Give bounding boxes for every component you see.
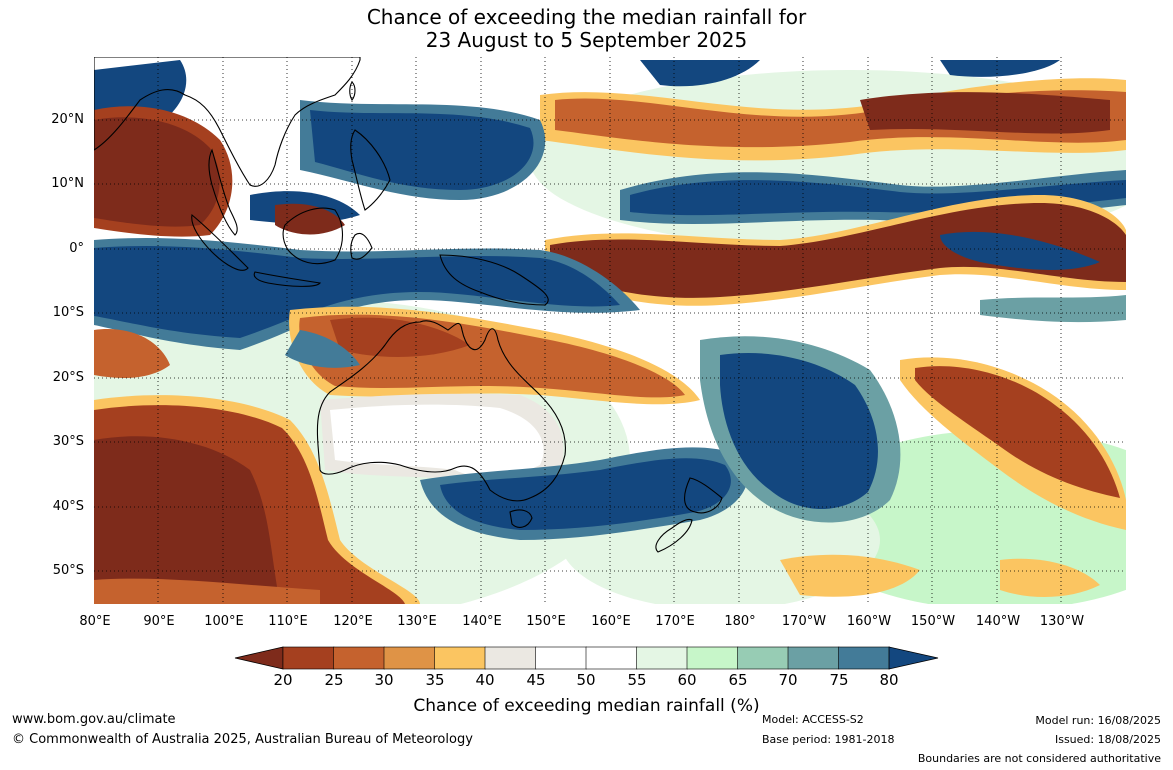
colorbar-swatch <box>636 646 688 670</box>
colorbar-tick-30: 30 <box>374 671 394 689</box>
map-title-line1: Chance of exceeding the median rainfall … <box>366 5 807 29</box>
copyright-text: © Commonwealth of Australia 2025, Austra… <box>12 732 473 747</box>
lat-label-40s: 40°S <box>52 499 84 514</box>
coastlines <box>94 57 723 553</box>
colorbar-swatch <box>686 646 739 670</box>
colorbar-extend-low <box>234 646 284 670</box>
colorbar-swatch <box>333 646 385 670</box>
colorbar-tick-75: 75 <box>829 671 849 689</box>
colorbar-tick-60: 60 <box>677 671 697 689</box>
asia-coastline <box>94 57 361 187</box>
colorbar-tick-45: 45 <box>526 671 546 689</box>
colorbar-tick-55: 55 <box>627 671 647 689</box>
lon-label-150w: 150°W <box>910 614 956 629</box>
colorbar-swatch <box>838 646 890 670</box>
lon-label-100e: 100°E <box>204 614 244 629</box>
colorbar-swatch <box>484 646 537 670</box>
graticule <box>94 57 1126 604</box>
model-text: Model: ACCESS-S2 <box>762 713 864 726</box>
lat-label-30s: 30°S <box>52 434 84 449</box>
colorbar-swatch <box>787 646 840 670</box>
map-title-line2: 23 August to 5 September 2025 <box>425 28 748 52</box>
map-area <box>94 57 1126 604</box>
disclaimer-text: Boundaries are not considered authoritat… <box>917 752 1161 765</box>
new-zealand-coastline <box>684 477 723 514</box>
issued-text: Issued: 18/08/2025 <box>1054 733 1161 746</box>
lon-label-180: 180° <box>724 614 756 629</box>
colorbar-tick-35: 35 <box>425 671 445 689</box>
colorbar-title: Chance of exceeding median rainfall (%) <box>413 696 760 716</box>
borneo-coastline <box>282 207 344 265</box>
lon-label-130e: 130°E <box>397 614 437 629</box>
colorbar-tick-70: 70 <box>778 671 798 689</box>
model-run-text: Model run: 16/08/2025 <box>1035 714 1161 727</box>
new-zealand-south-coastline <box>655 518 693 553</box>
colorbar <box>234 646 939 670</box>
philippines-coastline <box>350 129 391 211</box>
colorbar-tick-40: 40 <box>475 671 495 689</box>
colorbar-swatch <box>282 646 335 670</box>
colorbar-tick-25: 25 <box>324 671 344 689</box>
lon-label-110e: 110°E <box>268 614 308 629</box>
lon-label-120e: 120°E <box>333 614 373 629</box>
lat-label-10s: 10°S <box>52 305 84 320</box>
colorbar-swatch <box>535 646 587 670</box>
lon-label-170w: 170°W <box>781 614 827 629</box>
australia-coastline <box>316 320 566 502</box>
lon-label-160e: 160°E <box>591 614 631 629</box>
colorbar-tick-65: 65 <box>728 671 748 689</box>
new-guinea-coastline <box>439 254 549 306</box>
taiwan-coastline <box>349 81 356 101</box>
lat-label-20n: 20°N <box>51 112 84 127</box>
tasmania-coastline <box>509 509 533 528</box>
java-coastline <box>253 271 322 287</box>
lat-label-0: 0° <box>69 241 84 256</box>
base-period-text: Base period: 1981-2018 <box>762 733 895 746</box>
malay-peninsula-coastline <box>208 148 238 236</box>
colorbar-swatch <box>434 646 486 670</box>
lon-label-170e: 170°E <box>655 614 695 629</box>
lon-label-160w: 160°W <box>846 614 892 629</box>
colorbar-swatch <box>383 646 436 670</box>
lon-label-150e: 150°E <box>526 614 566 629</box>
colorbar-tick-20: 20 <box>273 671 293 689</box>
bom-url[interactable]: www.bom.gov.au/climate <box>12 712 176 727</box>
colorbar-swatch <box>737 646 789 670</box>
lat-label-10n: 10°N <box>51 176 84 191</box>
sulawesi-coastline <box>350 232 373 260</box>
lat-label-50s: 50°S <box>52 563 84 578</box>
lon-label-80e: 80°E <box>79 614 111 629</box>
lon-label-140e: 140°E <box>462 614 502 629</box>
colorbar-tick-80: 80 <box>879 671 899 689</box>
lon-label-90e: 90°E <box>143 614 175 629</box>
colorbar-swatch <box>585 646 638 670</box>
colorbar-extend-high <box>888 646 939 670</box>
sumatra-coastline <box>191 213 249 271</box>
lon-label-140w: 140°W <box>975 614 1021 629</box>
colorbar-tick-50: 50 <box>576 671 596 689</box>
lon-label-130w: 130°W <box>1039 614 1085 629</box>
lat-label-20s: 20°S <box>52 370 84 385</box>
